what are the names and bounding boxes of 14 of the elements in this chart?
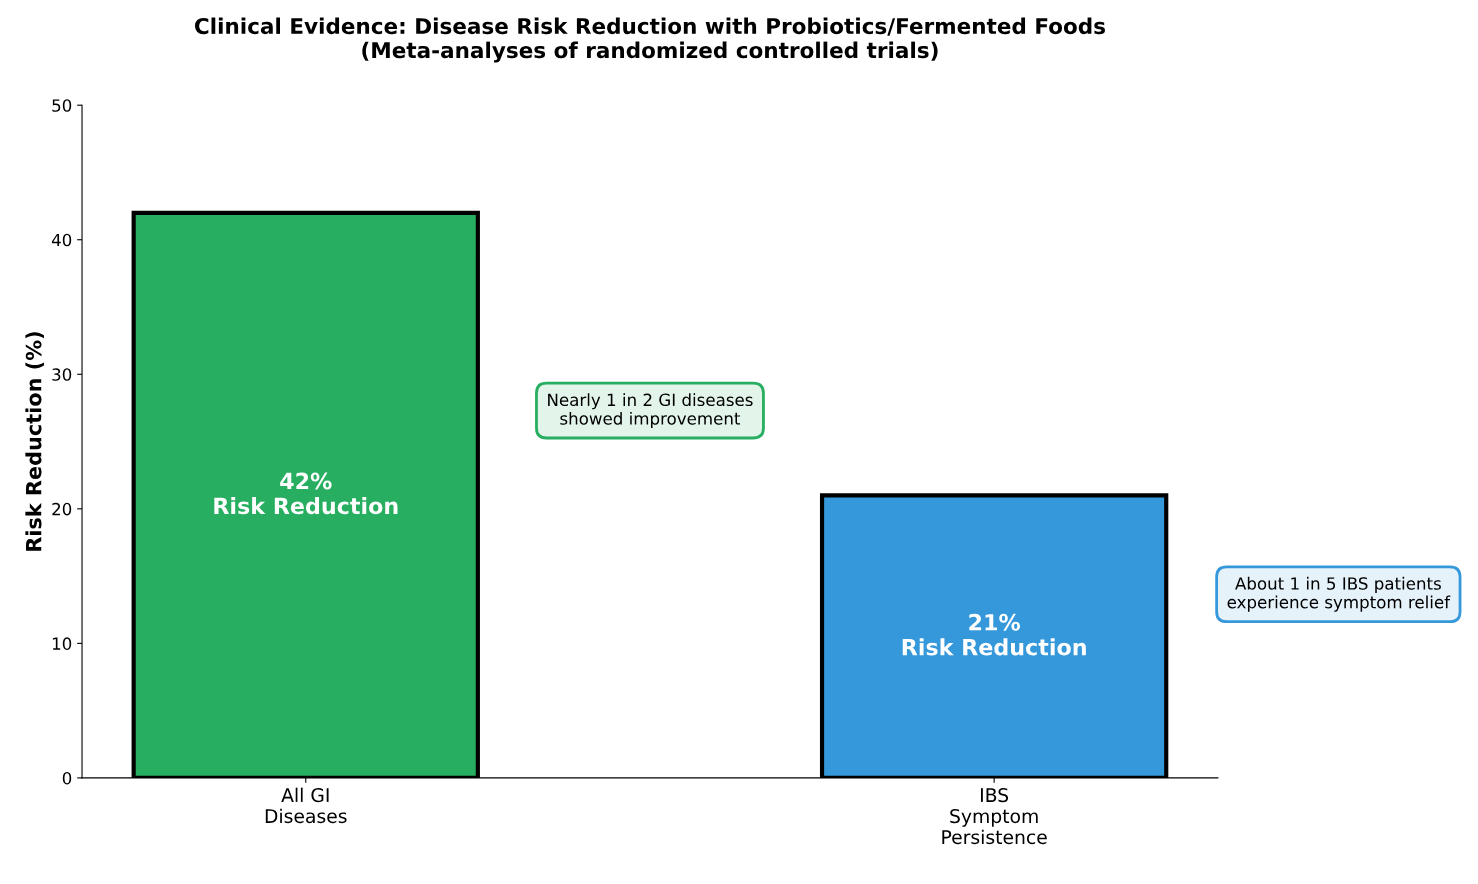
y-tick-label: 10: [52, 637, 72, 650]
y-axis-title: Risk Reduction (%): [25, 332, 44, 551]
y-tick-label: 50: [52, 99, 72, 112]
x-tick-label: All GI Diseases: [265, 787, 347, 824]
y-tick-label: 0: [62, 771, 72, 785]
chart-title: Clinical Evidence: Disease Risk Reduction with Probiotics/Fermented Foods (Meta-analyses of randomized controlled trials): [194, 17, 1105, 63]
x-tick-label: IBS Symptom Persistence: [942, 787, 1047, 845]
data-label: 21% Risk Reduction: [902, 613, 1086, 656]
y-tick-label: 40: [51, 233, 72, 247]
text: About 1 in 5 IBS patients experience symptom relief: [1227, 576, 1451, 612]
y-tick-label: 30: [52, 368, 72, 381]
data-label: 42% Risk Reduction: [214, 472, 398, 515]
y-tick-label: 20: [52, 502, 72, 516]
annotation: Nearly 1 in 2 GI diseases showed improvement: [548, 393, 753, 429]
